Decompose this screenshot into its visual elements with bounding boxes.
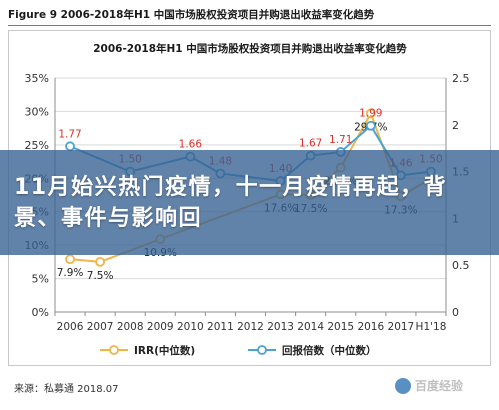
irr-point (65, 254, 75, 265)
x-tick-label: 2006 (57, 321, 84, 333)
watermark-logo-icon (395, 378, 411, 394)
overlay-banner (0, 150, 499, 255)
y-right-tick-label: 2.5 (452, 72, 470, 85)
y-right-tick-label: 0 (452, 306, 459, 319)
irr-legend-marker (109, 345, 119, 355)
chart-title: 2006-2018年H1 中国市场股权投资项目并购退出收益率变化趋势 (93, 42, 407, 55)
x-tick-label: 2009 (147, 321, 174, 333)
y-right-tick-label: 0.5 (452, 259, 470, 272)
x-tick-label: 2007 (87, 321, 114, 333)
figure-header: Figure 9 2006-2018年H1 中国市场股权投资项目并购退出收益率变… (0, 0, 499, 28)
banner-headline: 11月始兴热门疫情，十一月疫情再起，背景、事件与影响回 (14, 175, 448, 231)
x-tick-label: 2013 (267, 321, 294, 333)
multiple-data-label: 1.71 (329, 134, 352, 146)
y-left-tick-label: 35% (25, 72, 49, 85)
x-tick-label: 2015 (327, 321, 354, 333)
multiple-point (365, 120, 376, 131)
irr-data-label: 7.9% (57, 267, 84, 279)
multiple-data-label: 1.66 (179, 139, 203, 151)
irr-point (95, 256, 106, 267)
header-rule (8, 25, 491, 26)
irr-data-label: 7.5% (87, 270, 114, 282)
y-left-tick-label: 25% (25, 139, 49, 152)
x-tick-label: 2012 (237, 321, 264, 333)
x-tick-label: 2008 (117, 321, 144, 333)
x-tick-label: H1'18 (416, 321, 447, 333)
y-left-tick-label: 5% (32, 273, 49, 286)
y-left-tick-label: 30% (25, 105, 49, 118)
multiple-legend-label: 回报倍数（中位数） (282, 344, 377, 357)
x-tick-label: 2011 (207, 321, 234, 333)
y-left-tick-label: 0% (32, 306, 49, 319)
irr-legend-label: IRR(中位数) (134, 344, 195, 357)
x-tick-label: 2014 (297, 321, 324, 333)
x-tick-label: 2017 (388, 321, 415, 333)
y-right-tick-label: 2 (452, 119, 459, 132)
multiple-legend-marker (257, 345, 267, 355)
multiple-data-label: 1.77 (58, 128, 81, 140)
multiple-data-label: 1.99 (359, 108, 382, 120)
watermark-text: 百度经验 (415, 379, 464, 393)
x-tick-label: 2010 (177, 321, 204, 333)
figure-title: Figure 9 2006-2018年H1 中国市场股权投资项目并购退出收益率变… (8, 9, 375, 21)
multiple-data-label: 1.67 (299, 138, 322, 150)
irr-point (365, 108, 376, 119)
x-tick-label: 2016 (357, 321, 384, 333)
source-note: 来源：私募通 2018.07 (14, 384, 119, 395)
